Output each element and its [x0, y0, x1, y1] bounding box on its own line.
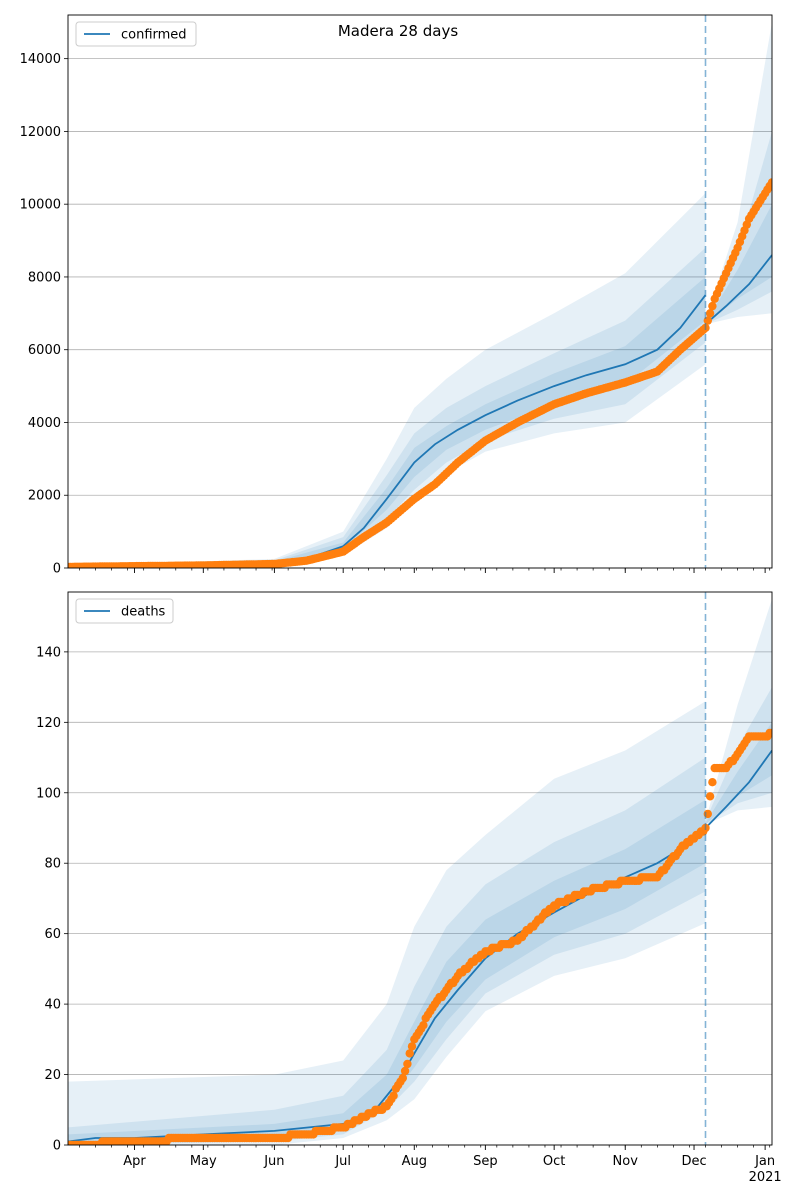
x-tick-label: Nov: [613, 1154, 639, 1169]
x-tick-label: Aug: [402, 1154, 427, 1169]
x-tick-label: Jan: [754, 1154, 775, 1169]
observed-point: [767, 178, 772, 187]
legend-label: confirmed: [121, 28, 187, 43]
observed-markers: [68, 728, 772, 1145]
legend-box: [75, 598, 174, 624]
uncertainty-band: [705, 722, 772, 825]
axes-frame: [67, 14, 773, 569]
uncertainty-band: [68, 247, 706, 568]
y-tick-label: 120: [36, 716, 61, 731]
observed-point: [405, 1049, 414, 1058]
y-tick-label: 20: [44, 1068, 61, 1083]
observed-point: [419, 1020, 428, 1030]
observed-point: [403, 1059, 412, 1069]
y-tick-label: 12000: [20, 125, 61, 140]
y-tick-label: 4000: [28, 416, 61, 431]
uncertainty-band: [68, 193, 706, 568]
x-tick-label: Jul: [334, 1154, 351, 1169]
y-tick-label: 100: [36, 786, 61, 801]
observed-point: [705, 792, 715, 801]
axes-frame: [67, 591, 773, 1146]
x-tick-label: May: [190, 1154, 217, 1169]
y-tick-label: 10000: [20, 198, 61, 213]
x-year-label: 2021: [749, 1170, 782, 1185]
observed-point: [398, 1073, 407, 1083]
y-tick-label: 140: [36, 645, 61, 660]
y-tick-label: 80: [44, 857, 61, 872]
uncertainty-band: [68, 799, 706, 1145]
y-tick-label: 14000: [20, 52, 61, 67]
uncertainty-band: [705, 22, 772, 325]
y-tick-label: 0: [53, 562, 61, 577]
uncertainty-band: [68, 701, 706, 1145]
x-tick-label: Jun: [263, 1154, 284, 1169]
observed-point: [767, 728, 772, 738]
confirmed-panel: 0 2000 4000 6000 8000 10000 12000 14000 confirme…: [20, 14, 773, 577]
y-tick-label: 8000: [28, 270, 61, 285]
x-tick-label: Dec: [681, 1154, 706, 1169]
observed-markers: [68, 178, 772, 568]
y-tick-label: 2000: [28, 489, 61, 504]
x-tick-label: Sep: [473, 1154, 498, 1169]
observed-point: [400, 1066, 410, 1076]
observed-point: [708, 301, 717, 311]
y-tick-label: 0: [53, 1139, 61, 1154]
uncertainty-band: [68, 276, 706, 568]
y-tick-label: 40: [44, 998, 61, 1013]
uncertainty-band: [68, 757, 706, 1145]
observed-point: [705, 309, 715, 318]
plot-area: [68, 22, 772, 568]
observed-point: [407, 1042, 417, 1051]
y-tick-label: 6000: [28, 343, 61, 358]
figure-title: Madera 28 days: [338, 22, 458, 40]
plot-area: [68, 599, 772, 1145]
legend-label: deaths: [121, 605, 166, 620]
x-tick-label: Oct: [543, 1154, 565, 1169]
y-tick-label: 60: [44, 927, 61, 942]
observed-point: [708, 778, 717, 787]
deaths-panel: 0 20 40 60 80 100 120 140 Apr May Jun Jul Aug Sep Oct N…: [36, 591, 782, 1185]
legend-box: [75, 21, 197, 47]
legend: deaths: [75, 598, 174, 624]
x-tick-label: Apr: [123, 1154, 146, 1169]
observed-point: [389, 1091, 398, 1100]
legend: confirmed: [75, 21, 197, 47]
